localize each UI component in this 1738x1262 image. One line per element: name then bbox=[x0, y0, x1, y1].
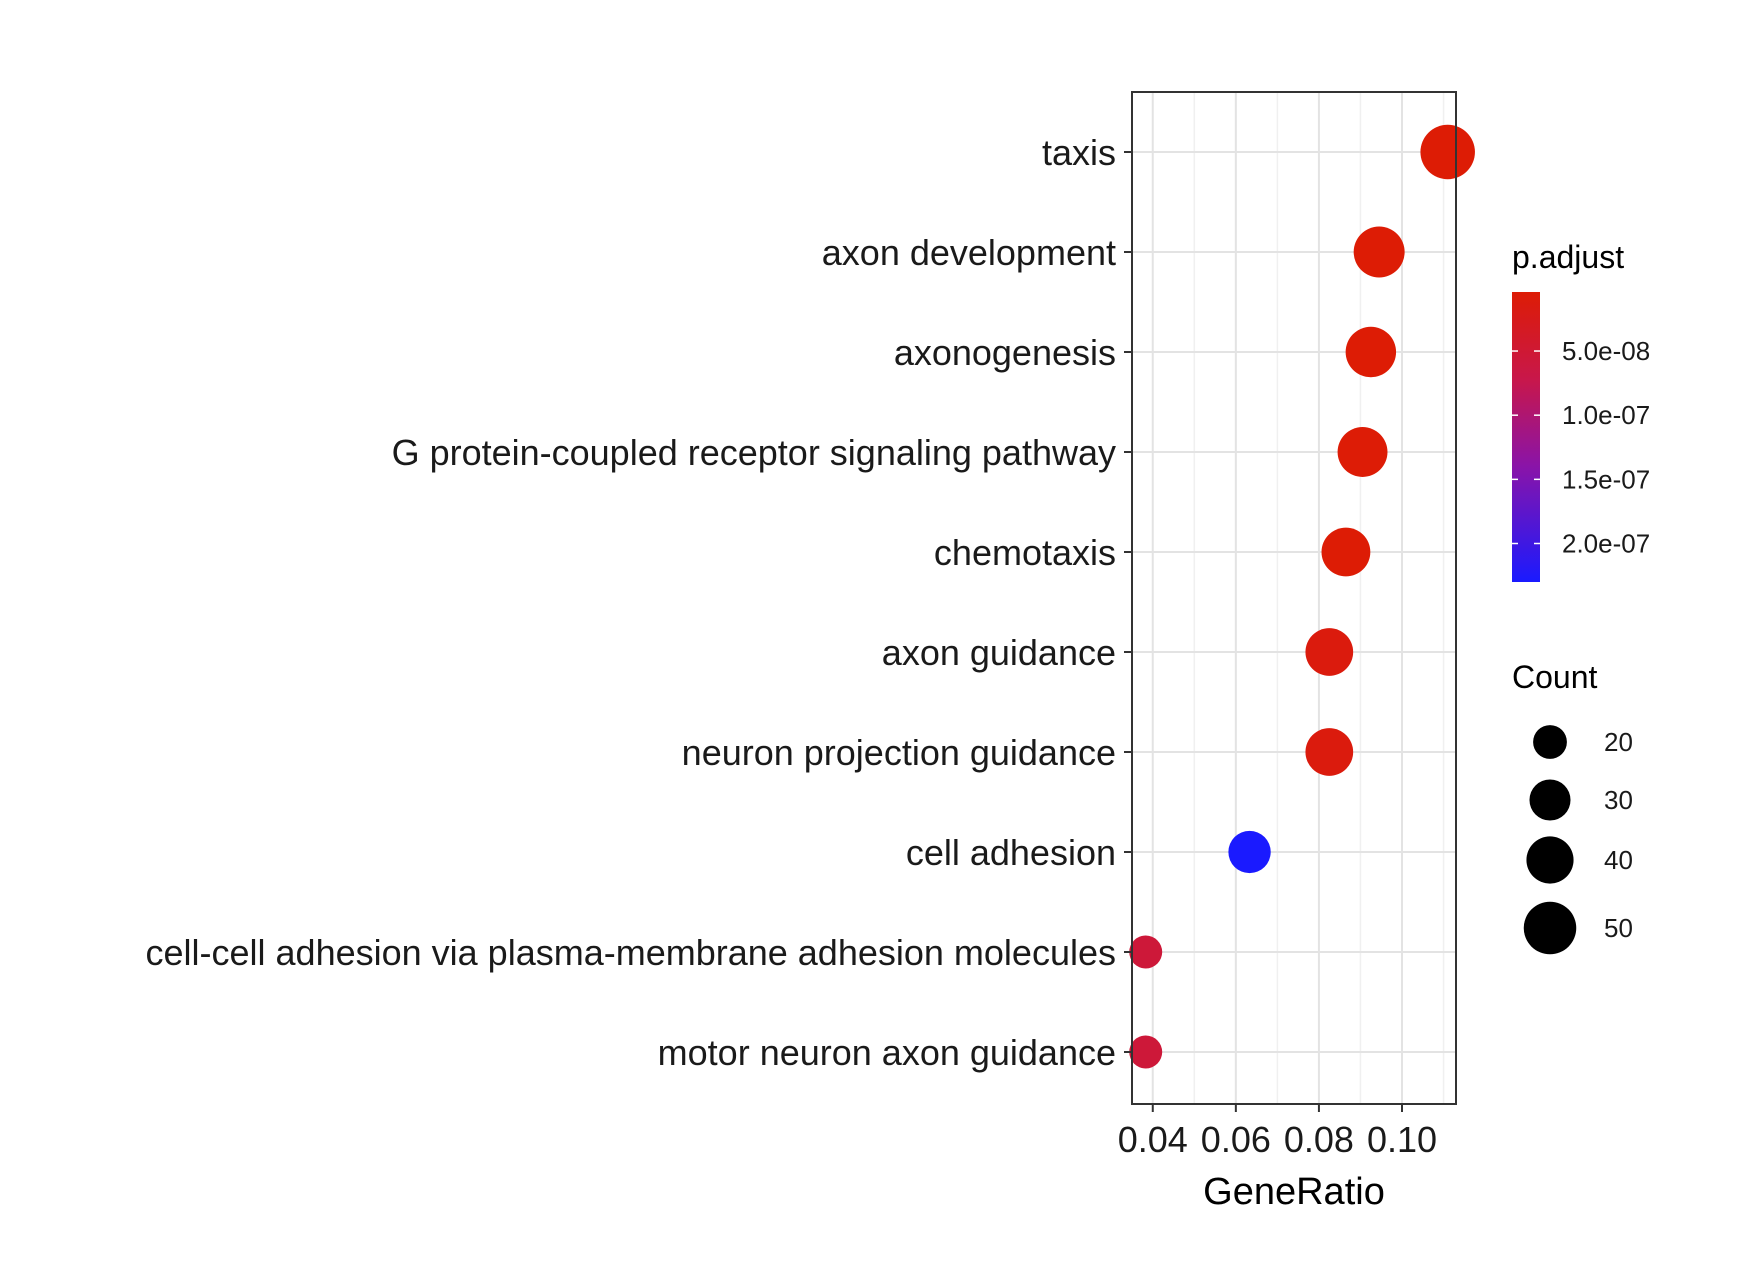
y-tick-label: cell-cell adhesion via plasma-membrane a… bbox=[146, 932, 1117, 973]
color-legend-title: p.adjust bbox=[1512, 239, 1624, 275]
y-tick-label: taxis bbox=[1042, 132, 1116, 173]
data-point bbox=[1305, 628, 1354, 676]
size-legend-label: 50 bbox=[1604, 913, 1633, 943]
color-legend-bar bbox=[1512, 292, 1540, 582]
x-tick-label: 0.08 bbox=[1284, 1119, 1354, 1160]
data-point bbox=[1129, 935, 1163, 969]
data-point bbox=[1420, 124, 1475, 180]
size-legend-label: 20 bbox=[1604, 727, 1633, 757]
y-axis: taxis axon development axonogenesis G prote… bbox=[146, 132, 1132, 1073]
color-legend: p.adjust 5.0e-08 1.0e-07 1.5e-07 2.0e-07 bbox=[1512, 239, 1650, 582]
size-legend-key bbox=[1533, 725, 1567, 759]
data-point bbox=[1129, 1035, 1163, 1069]
data-point bbox=[1337, 427, 1388, 477]
data-points bbox=[1129, 124, 1475, 1069]
size-legend-keys: 20 30 40 50 bbox=[1523, 725, 1633, 955]
color-legend-ticks: 5.0e-08 1.0e-07 1.5e-07 2.0e-07 bbox=[1512, 336, 1650, 559]
size-legend-key bbox=[1523, 901, 1577, 955]
data-point bbox=[1345, 326, 1397, 378]
x-axis: 0.04 0.06 0.08 0.10 bbox=[1118, 1104, 1437, 1160]
y-tick-label: chemotaxis bbox=[934, 532, 1116, 573]
y-tick-label: axon guidance bbox=[882, 632, 1116, 673]
x-tick-label: 0.04 bbox=[1118, 1119, 1188, 1160]
y-tick-label: axon development bbox=[822, 232, 1116, 273]
size-legend-key bbox=[1529, 779, 1571, 821]
x-axis-title: GeneRatio bbox=[1203, 1171, 1385, 1213]
y-tick-label: axonogenesis bbox=[894, 332, 1116, 373]
y-tick-label: cell adhesion bbox=[906, 832, 1116, 873]
data-point bbox=[1321, 527, 1371, 577]
color-legend-label: 2.0e-07 bbox=[1562, 529, 1650, 559]
size-legend-label: 30 bbox=[1604, 785, 1633, 815]
data-point bbox=[1305, 728, 1354, 776]
panel-border bbox=[1131, 91, 1457, 1105]
data-point bbox=[1353, 226, 1405, 278]
size-legend-title: Count bbox=[1512, 659, 1598, 695]
y-tick-label: motor neuron axon guidance bbox=[658, 1032, 1116, 1073]
plot-panel bbox=[1129, 91, 1475, 1105]
size-legend-label: 40 bbox=[1604, 845, 1633, 875]
y-tick-label: G protein-coupled receptor signaling pat… bbox=[392, 432, 1116, 473]
y-tick-label: neuron projection guidance bbox=[682, 732, 1116, 773]
size-legend: Count 20 30 40 50 bbox=[1512, 659, 1633, 955]
color-legend-label: 1.0e-07 bbox=[1562, 400, 1650, 430]
data-point bbox=[1228, 830, 1271, 874]
size-legend-key bbox=[1526, 836, 1574, 884]
x-tick-label: 0.10 bbox=[1367, 1119, 1437, 1160]
color-legend-label: 1.5e-07 bbox=[1562, 464, 1650, 494]
color-legend-label: 5.0e-08 bbox=[1562, 336, 1650, 366]
x-tick-label: 0.06 bbox=[1201, 1119, 1271, 1160]
